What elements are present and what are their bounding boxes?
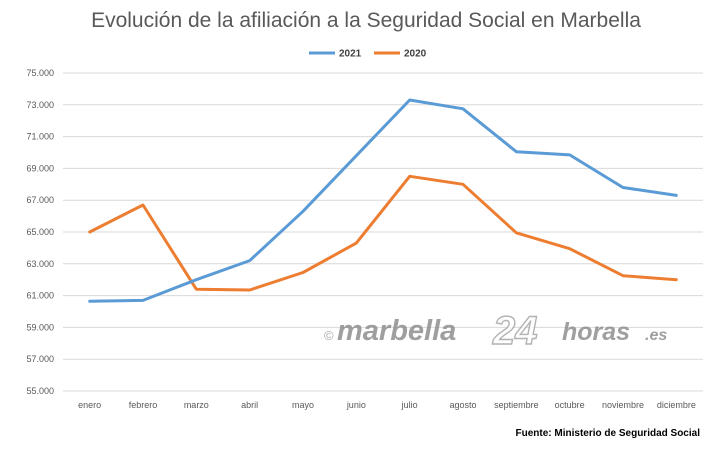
y-tick-label: 73.000 (26, 100, 54, 110)
y-tick-label: 59.000 (26, 322, 54, 332)
watermark-marbella: marbella (337, 315, 456, 347)
series-lines (88, 98, 678, 303)
y-tick-label: 61.000 (26, 291, 54, 301)
x-tick-label: junio (346, 400, 366, 410)
series-line-2020 (88, 174, 678, 292)
y-tick-label: 67.000 (26, 195, 54, 205)
x-tick-label: septiembre (494, 400, 539, 410)
x-tick-label: marzo (184, 400, 209, 410)
y-tick-label: 69.000 (26, 163, 54, 173)
x-axis: enero febrero marzo abril mayo junio julio agos… (78, 400, 696, 410)
gridlines (63, 72, 703, 392)
y-tick-label: 63.000 (26, 259, 54, 269)
watermark-horas: horas (562, 318, 630, 346)
watermark-copyright: © (324, 328, 334, 343)
y-tick-label: 57.000 (26, 354, 54, 364)
chart-title: Evolución de la afiliación a la Segurida… (91, 9, 641, 32)
y-axis: 55.000 57.000 59.000 61.000 63.000 65.000 67.0… (26, 68, 54, 396)
x-tick-label: enero (78, 400, 101, 410)
series-line-2021 (88, 98, 678, 303)
y-tick-label: 71.000 (26, 132, 54, 142)
x-tick-label: mayo (292, 400, 314, 410)
y-tick-label: 55.000 (26, 386, 54, 396)
x-tick-label: agosto (449, 400, 476, 410)
x-tick-label: octubre (555, 400, 585, 410)
legend-label: 2021 (339, 49, 362, 60)
y-tick-label: 75.000 (26, 68, 54, 78)
x-tick-label: julio (401, 400, 418, 410)
watermark-24: 24 (492, 309, 538, 353)
x-tick-label: abril (241, 400, 258, 410)
watermark-domain: .es (645, 327, 667, 344)
y-tick-label: 65.000 (26, 227, 54, 237)
watermark: © marbella 24 horas .es (324, 308, 667, 353)
x-tick-label: diciembre (657, 400, 696, 410)
x-tick-label: noviembre (602, 400, 644, 410)
source-note: Fuente: Ministerio de Seguridad Social (516, 428, 701, 439)
x-tick-label: febrero (129, 400, 158, 410)
legend-label: 2020 (404, 49, 427, 60)
legend: 2021 2020 (309, 49, 427, 60)
